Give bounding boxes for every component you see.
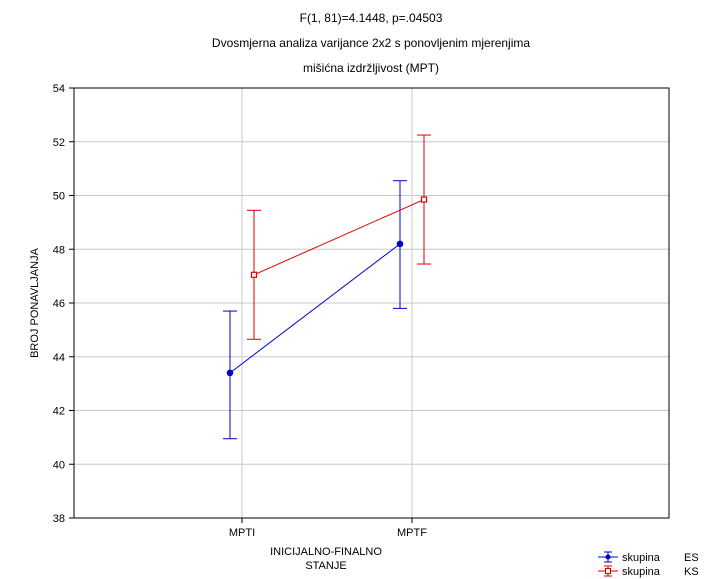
legend-marker	[605, 554, 611, 560]
legend-prefix: skupina	[622, 566, 661, 578]
y-axis-label: BROJ PONAVLJANJA	[29, 247, 41, 357]
y-tick-label: 50	[53, 191, 65, 203]
series-line-es	[229, 243, 401, 374]
chart-title-line-3: mišićna izdržljivost (MPT)	[303, 61, 439, 75]
y-tick-label: 42	[53, 406, 65, 418]
legend-entry-es: skupina ES	[598, 551, 699, 564]
y-tick-label: 44	[53, 352, 65, 364]
legend: skupina ES skupina KS	[598, 551, 699, 578]
y-axis-ticks: 38 40 42 44 46 48 50 52 54	[53, 83, 74, 525]
y-tick-label: 38	[53, 513, 65, 525]
legend-series-name: ES	[684, 552, 699, 564]
series-layer	[223, 134, 431, 440]
x-axis-label-line-2: STANJE	[305, 560, 346, 572]
x-tick-label: MPTF	[397, 527, 427, 539]
x-axis-ticks: MPTI MPTF	[229, 518, 427, 539]
grid	[74, 88, 669, 518]
data-point	[396, 240, 404, 248]
y-tick-label: 52	[53, 137, 65, 149]
y-tick-label: 40	[53, 459, 65, 471]
chart-title-line-1: F(1, 81)=4.1448, p=.04503	[300, 11, 443, 25]
legend-series-name: KS	[684, 566, 699, 578]
y-tick-label: 54	[53, 83, 65, 95]
data-point	[226, 369, 234, 377]
legend-marker	[604, 567, 612, 575]
series-line-ks	[253, 199, 425, 276]
y-tick-label: 48	[53, 244, 65, 256]
data-point	[250, 271, 258, 278]
x-axis-label-line-1: INICIJALNO-FINALNO	[270, 546, 382, 558]
legend-entry-ks: skupina KS	[598, 565, 699, 578]
x-tick-label: MPTI	[229, 527, 255, 539]
chart-title-line-2: Dvosmjerna analiza varijance 2x2 s ponov…	[212, 36, 530, 50]
y-tick-label: 46	[53, 298, 65, 310]
legend-prefix: skupina	[622, 552, 661, 564]
data-point	[420, 196, 428, 203]
